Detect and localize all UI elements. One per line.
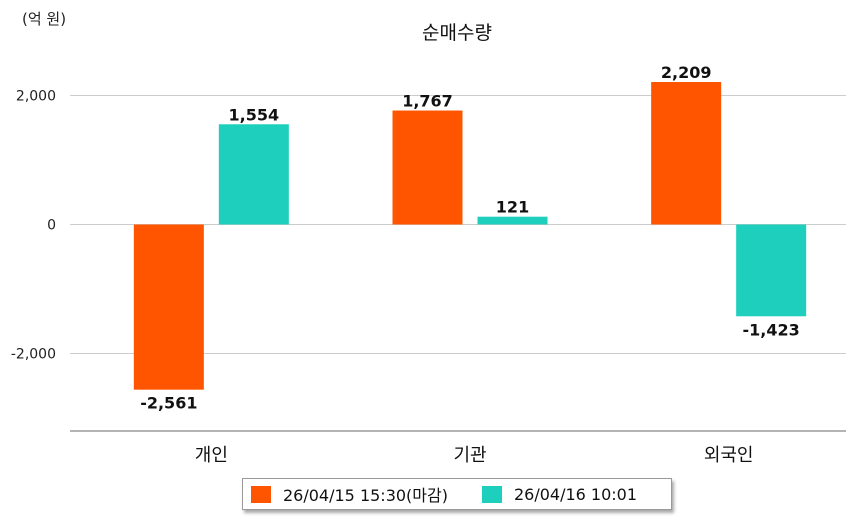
x-tick-label: 외국인 [704, 445, 754, 466]
data-label: -2,561 [140, 394, 197, 413]
data-label: 2,209 [661, 63, 712, 82]
legend-item-series-1[interactable]: 26/04/15 15:30(마감) [251, 482, 448, 506]
legend-swatch-series-2 [481, 485, 502, 503]
bar [736, 224, 807, 317]
y-tick-label: -2,000 [11, 347, 56, 363]
legend-swatch-series-1 [251, 485, 271, 503]
chart-title: 순매수량 [422, 22, 492, 44]
y-tick-label: 2,000 [16, 89, 56, 105]
y-tick-label: 0 [47, 218, 56, 234]
bar [651, 82, 722, 225]
legend-item-series-2[interactable]: 26/04/16 10:01 [481, 484, 638, 504]
data-label: -1,423 [743, 320, 800, 339]
legend-label-series-2: 26/04/16 10:01 [513, 484, 638, 504]
x-tick-label: 기관 [453, 445, 486, 466]
unit-label: (억 원) [22, 10, 67, 28]
legend-label-series-1: 26/04/15 15:30(마감) [283, 486, 448, 505]
bar [133, 224, 204, 390]
bar [477, 216, 548, 225]
data-label: 121 [496, 198, 529, 217]
data-label: 1,767 [402, 92, 453, 111]
bar [218, 124, 289, 225]
bar [392, 110, 463, 225]
x-tick-label: 개인 [195, 445, 228, 466]
data-label: 1,554 [229, 105, 280, 124]
legend: 26/04/15 15:30(마감) 26/04/16 10:01 [242, 478, 672, 510]
